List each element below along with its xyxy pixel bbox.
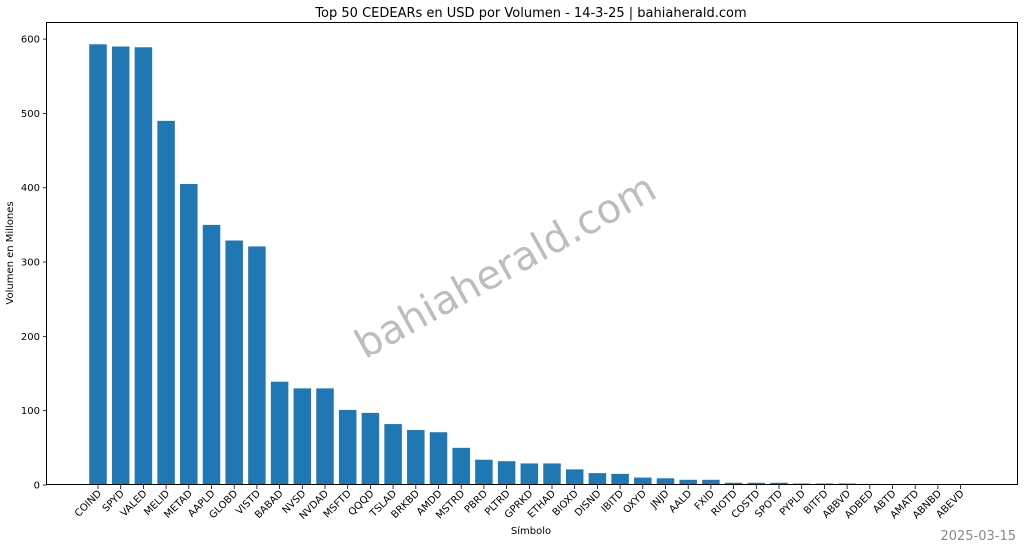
x-tick-label: PYPLD [778, 488, 808, 518]
bar-ethad [543, 463, 561, 485]
watermark-text: bahiaherald.com [347, 165, 664, 368]
y-axis-label: Volumen en Millones [5, 201, 16, 304]
bar-mstrd [452, 447, 470, 485]
bar-costd [747, 482, 766, 485]
bar-brkbd [407, 430, 425, 485]
x-tick-label: COIND [73, 488, 104, 519]
y-tick-label: 0 [34, 481, 40, 492]
bar-melid [157, 120, 175, 485]
bar-nvsd [293, 388, 312, 485]
bar-gprkd [520, 463, 539, 485]
bar-qqqd [361, 412, 380, 485]
bar-spyd [111, 46, 130, 486]
bar-aald [679, 479, 697, 485]
x-axis-label: Símbolo [511, 525, 551, 537]
x-axis: COINDSPYDVALEDMELIDMETADAAPLDGLOBDVISTDB… [73, 485, 967, 522]
bar-amdd [429, 432, 448, 485]
y-tick-label: 400 [21, 183, 40, 194]
chart-title: Top 50 CEDEARs en USD por Volumen - 14-3… [314, 6, 746, 21]
date-stamp: 2025-03-15 [940, 529, 1016, 544]
bars-group [89, 44, 970, 486]
bar-nvdad [316, 388, 334, 485]
y-tick-label: 100 [21, 406, 40, 417]
y-tick-label: 600 [21, 35, 40, 46]
bar-babad [270, 381, 289, 485]
bar-msftd [338, 409, 357, 485]
bar-ibitd [611, 473, 629, 485]
bar-pbrd [475, 459, 493, 485]
bar-metad [180, 184, 198, 485]
plot-frame [46, 22, 1018, 485]
y-tick-label: 200 [21, 332, 40, 343]
bar-riotd [724, 482, 743, 485]
bar-spotd [770, 482, 788, 485]
bar-fxid [702, 479, 720, 485]
bar-coind [89, 44, 107, 486]
y-tick-label: 300 [21, 258, 40, 269]
bar-bioxd [565, 469, 584, 485]
x-tick-label: IBITD [600, 488, 627, 515]
bar-aapld [202, 224, 221, 485]
bar-disnd [588, 473, 607, 485]
y-axis: 0 100 200 300 400 500 600 [21, 35, 47, 492]
bar-globd [225, 240, 243, 485]
bar-vistd [248, 246, 266, 485]
bar-pltrd [497, 461, 516, 485]
bar-valed [134, 47, 153, 486]
x-tick-label: OXYD [621, 488, 649, 516]
bar-jnjd [656, 478, 675, 485]
x-tick-label: AALD [667, 488, 694, 515]
bar-tslad [384, 424, 402, 485]
y-tick-label: 500 [21, 109, 40, 120]
x-tick-label: DISND [573, 488, 604, 519]
bar-oxyd [634, 477, 652, 485]
